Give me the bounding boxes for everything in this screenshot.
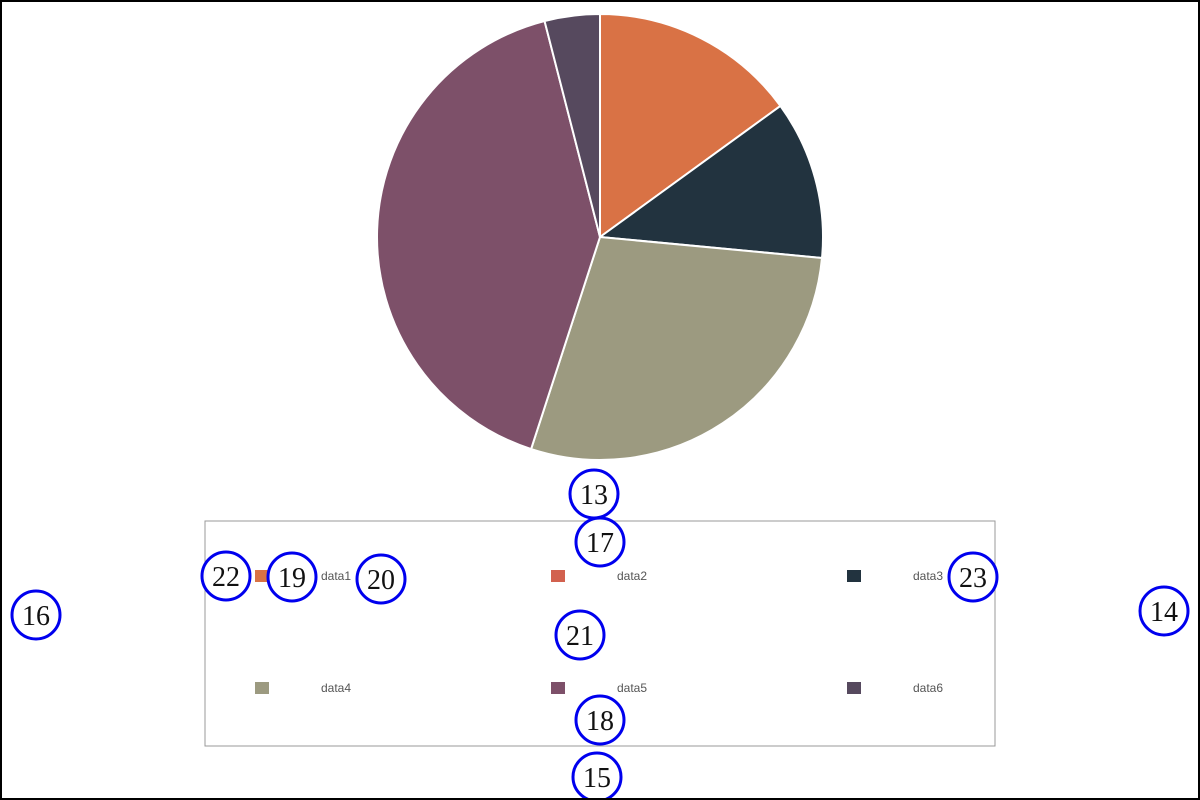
marker-20: 20: [355, 553, 407, 605]
marker-15: 15: [571, 751, 623, 798]
marker-label-16: 16: [22, 601, 50, 632]
marker-label-14: 14: [1150, 597, 1178, 628]
marker-circle-21: [554, 609, 606, 661]
pie-slice-data4[interactable]: [529, 235, 824, 461]
marker-circle-20: [355, 553, 407, 605]
marker-circle-15: [571, 751, 623, 798]
marker-16: 16: [10, 589, 62, 641]
marker-14: 14: [1138, 585, 1190, 637]
legend-swatch-data6[interactable]: [847, 682, 861, 694]
marker-circle-17: [574, 516, 626, 568]
annotation-markers: 13 14 15 16 17 18 19 20 21 22 23: [10, 468, 1190, 798]
marker-18: 18: [574, 694, 626, 746]
legend-swatch-data1[interactable]: [255, 570, 269, 582]
marker-label-21: 21: [566, 621, 594, 652]
pie-slice-data1[interactable]: [599, 12, 782, 239]
legend-label-data1[interactable]: data1: [321, 569, 351, 583]
legend-label-data6[interactable]: data6: [913, 681, 943, 695]
pie-slice-data3[interactable]: [597, 104, 824, 260]
pie-slice-data6[interactable]: [543, 12, 601, 238]
marker-label-19: 19: [278, 563, 306, 594]
marker-circle-14: [1138, 585, 1190, 637]
marker-13: 13: [568, 468, 620, 520]
legend-label-data3[interactable]: data3: [913, 569, 943, 583]
legend-swatch-data2[interactable]: [551, 570, 565, 582]
legend-swatch-data5[interactable]: [551, 682, 565, 694]
marker-label-23: 23: [959, 563, 987, 594]
marker-circle-19: [266, 551, 318, 603]
marker-label-15: 15: [583, 763, 611, 794]
pie-slice-data5[interactable]: [376, 19, 602, 451]
marker-circle-18: [574, 694, 626, 746]
marker-label-20: 20: [367, 565, 395, 596]
marker-19: 19: [266, 551, 318, 603]
marker-23: 23: [947, 551, 999, 603]
legend-swatch-data3[interactable]: [847, 570, 861, 582]
marker-label-17: 17: [586, 528, 614, 559]
marker-label-13: 13: [580, 480, 608, 511]
legend-label-data4[interactable]: data4: [321, 681, 351, 695]
marker-17: 17: [574, 516, 626, 568]
marker-circle-16: [10, 589, 62, 641]
marker-circle-22: [200, 550, 252, 602]
legend-label-data2[interactable]: data2: [617, 569, 647, 583]
marker-label-22: 22: [212, 562, 240, 593]
marker-circle-23: [947, 551, 999, 603]
marker-21: 21: [554, 609, 606, 661]
marker-label-18: 18: [586, 706, 614, 737]
legend-swatch-data4[interactable]: [255, 682, 269, 694]
pie-slices: [376, 12, 824, 461]
legend-label-data5[interactable]: data5: [617, 681, 647, 695]
marker-22: 22: [200, 550, 252, 602]
